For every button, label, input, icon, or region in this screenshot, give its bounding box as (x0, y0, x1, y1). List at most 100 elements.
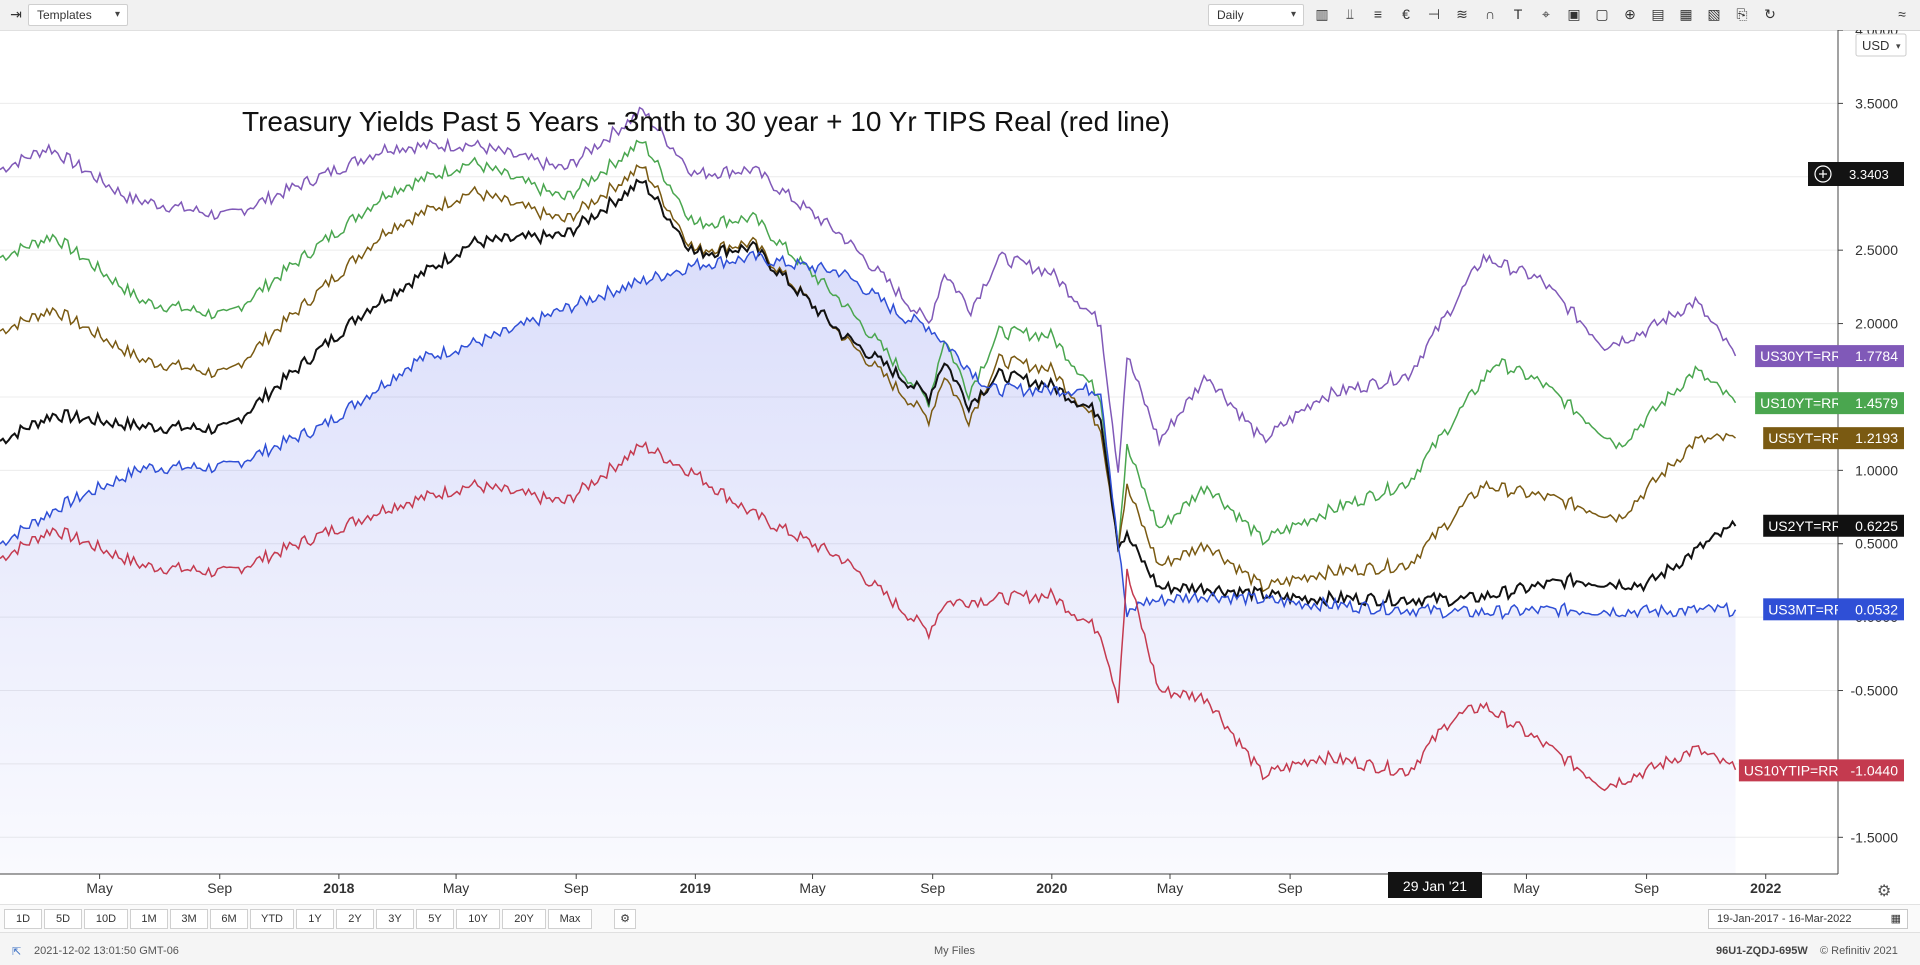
x-tick-label: 2022 (1750, 880, 1781, 896)
range-button-5d[interactable]: 5D (44, 909, 82, 929)
reset-icon[interactable]: ↻ (1764, 6, 1776, 22)
x-tick-label: Sep (920, 880, 945, 896)
window-icon[interactable]: ▢ (1595, 6, 1609, 22)
status-bar: ⇱ 2021-12-02 13:01:50 GMT-06 My Files 96… (0, 932, 1920, 965)
series-value: 1.2193 (1855, 430, 1898, 446)
chevron-down-icon: ▾ (1290, 9, 1296, 20)
price-chart[interactable]: Treasury Yields Past 5 Years - 3mth to 3… (0, 30, 1920, 904)
series-label-us3mtrr: US3MT=RR 0.0532 (1763, 598, 1904, 621)
range-button-2y[interactable]: 2Y (336, 909, 374, 929)
compare-icon[interactable]: ⫫ (1346, 6, 1354, 22)
x-tick-label: Sep (564, 880, 589, 896)
x-tick-label: Sep (207, 880, 232, 896)
range-button-5y[interactable]: 5Y (416, 909, 454, 929)
series-value: 1.7784 (1855, 348, 1898, 364)
x-tick-label: May (1157, 880, 1183, 896)
sidebar-toggle-icon[interactable]: ⇥ (10, 6, 22, 22)
x-tick-label: May (86, 880, 112, 896)
chart-type-icon[interactable]: ▤ (1651, 6, 1665, 22)
series-name: US3MT=RR (1768, 601, 1844, 617)
table-icon[interactable]: ▦ (1679, 6, 1693, 22)
date-range-label: 19-Jan-2017 - 16-Mar-2022 (1717, 913, 1852, 925)
range-button-20y[interactable]: 20Y (502, 909, 546, 929)
y-tick-label: 2.5000 (1855, 242, 1898, 258)
range-settings-icon[interactable]: ⚙ (614, 909, 636, 929)
currency-label: USD (1862, 38, 1889, 53)
chevron-down-icon: ▾ (114, 9, 120, 20)
y-tick-label: 1.0000 (1855, 462, 1898, 478)
crosshair-price: 3.3403 (1849, 167, 1889, 182)
series-area-us3mt (0, 251, 1736, 875)
series-line-us10ytrr[interactable] (0, 139, 1737, 550)
series-label-us30ytrr: US30YT=RR 1.7784 (1755, 345, 1904, 368)
plus-circle-icon (1814, 165, 1832, 183)
y-tick-label: 2.0000 (1855, 316, 1898, 332)
layout-icon[interactable]: ▣ (1567, 6, 1581, 22)
range-button-ytd[interactable]: YTD (250, 909, 294, 929)
chart-title: Treasury Yields Past 5 Years - 3mth to 3… (242, 106, 1170, 137)
series-line-us5ytrr[interactable] (0, 164, 1736, 593)
range-button-10d[interactable]: 10D (84, 909, 128, 929)
series-line-us30ytrr[interactable] (0, 106, 1737, 473)
calendar-icon: ▦ (1890, 913, 1901, 925)
study-icon[interactable]: ≡ (1373, 6, 1383, 22)
menu-icon[interactable]: ≈ (1898, 6, 1906, 22)
crosshair-price-tag: 3.3403 (1808, 162, 1904, 186)
fit-icon[interactable]: ⊣ (1427, 6, 1441, 22)
text-icon[interactable]: T (1513, 6, 1523, 22)
series-name: US10YT=RR (1760, 395, 1841, 411)
templates-label: Templates (37, 8, 92, 22)
series-line-us2ytrr[interactable] (0, 178, 1737, 608)
line-style-icon[interactable]: ▥ (1315, 6, 1329, 22)
range-button-10y[interactable]: 10Y (456, 909, 500, 929)
series-label-us5ytrr: US5YT=RR 1.2193 (1763, 427, 1904, 450)
status-code: 96U1-ZQDJ-695W (1716, 945, 1808, 957)
crosshair-icon[interactable]: ⌖ (1542, 6, 1550, 22)
copyright: © Refinitiv 2021 (1820, 945, 1898, 957)
chart-link-icon[interactable]: ⇱ (12, 946, 22, 958)
y-tick-label: -1.5000 (1851, 829, 1899, 845)
interval-dropdown[interactable]: Daily ▾ (1208, 4, 1304, 26)
interval-label: Daily (1217, 8, 1244, 22)
x-tick-label: Sep (1278, 880, 1303, 896)
date-range-picker[interactable]: 19-Jan-2017 - 16-Mar-2022 ▦ (1708, 909, 1908, 929)
export-icon[interactable]: ▧ (1707, 6, 1721, 22)
x-tick-label: 2020 (1036, 880, 1067, 896)
series-name: US5YT=RR (1768, 430, 1842, 446)
bookmark-icon[interactable]: ⎘ (1736, 6, 1748, 22)
series-name: US2YT=RR (1768, 518, 1842, 534)
currency-selector[interactable]: USD ▾ (1855, 33, 1907, 57)
x-axis-labels: May Sep 2018 May Sep 2019 May Sep 2020 May Sep May S… (86, 874, 1782, 896)
chevron-down-icon: ▾ (1896, 42, 1901, 52)
range-button-1m[interactable]: 1M (130, 909, 168, 929)
my-files-link[interactable]: My Files (934, 945, 975, 957)
range-button-1y[interactable]: 1Y (296, 909, 334, 929)
settings-gear-icon[interactable]: ⚙ (1877, 881, 1891, 900)
series-line-us3mtrr[interactable] (0, 250, 1737, 621)
x-tick-label: 2019 (680, 880, 711, 896)
series-line-us10ytiprr[interactable] (0, 441, 1737, 792)
x-tick-label: May (443, 880, 469, 896)
x-tick-label: Sep (1634, 880, 1659, 896)
drawing-icon[interactable]: ≋ (1456, 6, 1468, 22)
series-value: 0.6225 (1855, 518, 1898, 534)
range-button-3y[interactable]: 3Y (376, 909, 414, 929)
range-button-1d[interactable]: 1D (4, 909, 42, 929)
range-button-3m[interactable]: 3M (170, 909, 208, 929)
series-label-us10ytrr: US10YT=RR 1.4579 (1755, 392, 1904, 415)
templates-dropdown[interactable]: Templates ▾ (28, 4, 128, 26)
series-label-us10ytiprr: US10YTIP=RR -1.0440 (1738, 759, 1904, 782)
magnet-icon[interactable]: ∩ (1484, 6, 1496, 22)
y-tick-label: -0.5000 (1851, 683, 1899, 699)
x-tick-label: May (1513, 880, 1539, 896)
zoom-icon[interactable]: ⊕ (1624, 6, 1636, 22)
currency-icon[interactable]: € (1402, 6, 1410, 22)
crosshair-date: 29 Jan '21 (1403, 878, 1467, 894)
crosshair-date-tag: 29 Jan '21 (1388, 872, 1482, 898)
range-button-max[interactable]: Max (548, 909, 592, 929)
series-value: 1.4579 (1855, 395, 1898, 411)
y-tick-label: 0.5000 (1855, 536, 1898, 552)
range-bar: 1D 5D 10D 1M 3M 6M YTD 1Y 2Y 3Y 5Y 10Y 20Y Max ⚙ 19-J… (0, 904, 1920, 933)
range-button-6m[interactable]: 6M (210, 909, 248, 929)
